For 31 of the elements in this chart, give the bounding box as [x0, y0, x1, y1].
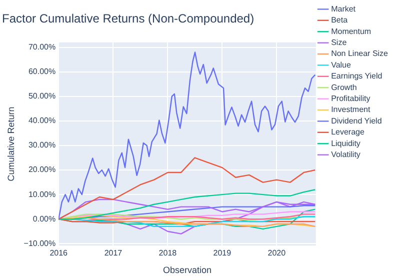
- legend-label: Liquidity: [331, 138, 360, 148]
- legend-label: Dividend Yield: [331, 116, 382, 126]
- legend-label: Value: [331, 60, 352, 70]
- y-tick-label: 20.00%: [28, 165, 56, 174]
- legend-label: Leverage: [331, 128, 365, 137]
- y-tick-label: 40.00%: [28, 116, 56, 126]
- chart-title: Factor Cumulative Returns (Non-Compounded): [2, 12, 254, 26]
- y-tick-label: −10.00%: [24, 238, 56, 248]
- legend-label: Non Linear Size: [331, 49, 389, 58]
- x-tick-label: 2020: [268, 248, 286, 258]
- y-tick-label: 60.00%: [28, 67, 56, 76]
- legend-label: Earnings Yield: [331, 72, 382, 81]
- x-tick-label: 2018: [158, 248, 178, 258]
- y-tick-label: 0.00%: [32, 214, 56, 224]
- legend-label: Momentum: [331, 26, 372, 36]
- x-axis-title: Observation: [162, 265, 212, 276]
- legend-label: Investment: [331, 105, 371, 114]
- legend-label: Volatility: [331, 150, 360, 160]
- y-tick-label: 30.00%: [28, 140, 56, 150]
- y-tick-label: 70.00%: [28, 42, 56, 52]
- y-tick-label: 50.00%: [28, 92, 56, 101]
- x-tick-label: 2019: [213, 248, 232, 258]
- y-axis-title: Cumulative Return: [6, 106, 16, 182]
- x-tick-label: 2017: [104, 248, 123, 258]
- y-tick-label: 10.00%: [28, 190, 56, 199]
- x-tick-label: 2016: [50, 248, 68, 258]
- legend-label: Profitability: [331, 94, 370, 104]
- legend-label: Growth: [331, 82, 357, 92]
- legend-label: Size: [331, 38, 348, 48]
- legend-label: Beta: [331, 16, 348, 25]
- legend-label: Market: [331, 4, 356, 14]
